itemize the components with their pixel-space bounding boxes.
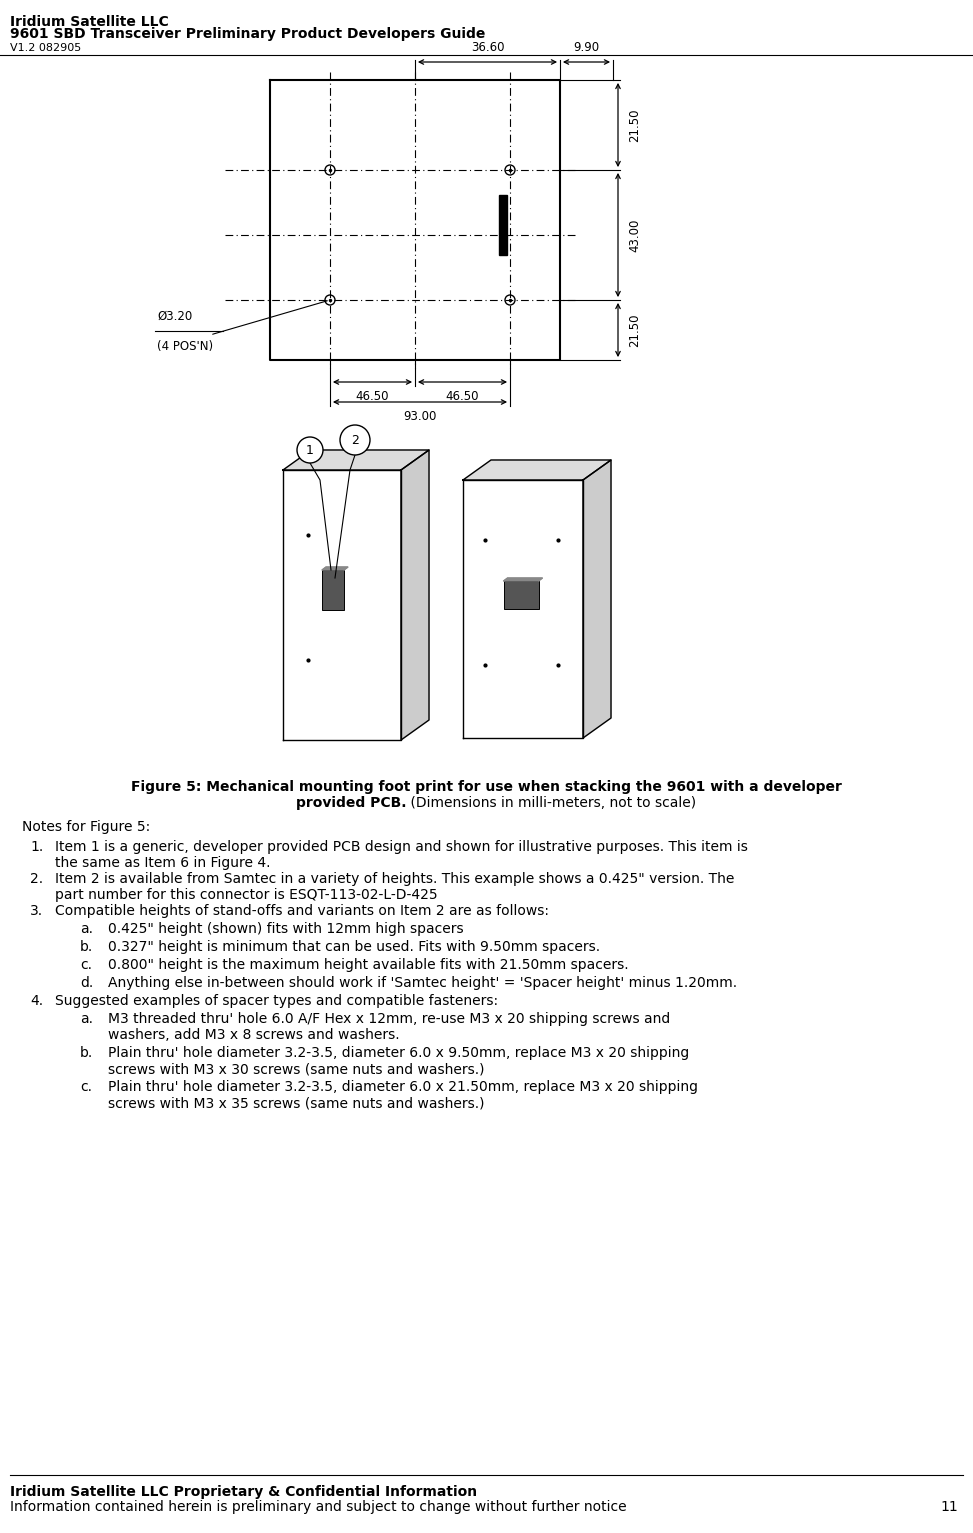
- Text: Compatible heights of stand-offs and variants on Item 2 are as follows:: Compatible heights of stand-offs and var…: [55, 904, 549, 918]
- Text: 2: 2: [351, 434, 359, 446]
- Text: (4 POS'N): (4 POS'N): [157, 340, 213, 353]
- Text: 9.90: 9.90: [573, 41, 599, 54]
- Text: 1: 1: [306, 443, 314, 457]
- Text: 93.00: 93.00: [404, 409, 437, 423]
- Text: 0.327" height is minimum that can be used. Fits with 9.50mm spacers.: 0.327" height is minimum that can be use…: [108, 940, 600, 954]
- Bar: [322, 570, 344, 610]
- Text: 0.800" height is the maximum height available fits with 21.50mm spacers.: 0.800" height is the maximum height avai…: [108, 958, 629, 972]
- Text: Item 2 is available from Samtec in a variety of heights. This example shows a 0.: Item 2 is available from Samtec in a var…: [55, 872, 735, 903]
- Text: 43.00: 43.00: [628, 218, 641, 251]
- Circle shape: [340, 425, 370, 455]
- Polygon shape: [322, 567, 348, 570]
- Text: Anything else in-between should work if 'Samtec height' = 'Spacer height' minus : Anything else in-between should work if …: [108, 977, 738, 990]
- Text: d.: d.: [80, 977, 93, 990]
- Text: b.: b.: [80, 940, 93, 954]
- Text: 11: 11: [940, 1499, 958, 1515]
- Text: Suggested examples of spacer types and compatible fasteners:: Suggested examples of spacer types and c…: [55, 993, 498, 1009]
- Polygon shape: [463, 460, 611, 480]
- Polygon shape: [503, 578, 543, 581]
- Polygon shape: [283, 471, 401, 740]
- Text: 2.: 2.: [30, 872, 43, 886]
- Polygon shape: [283, 451, 429, 471]
- Bar: [499, 195, 507, 254]
- Text: a.: a.: [80, 921, 93, 937]
- Text: Plain thru' hole diameter 3.2-3.5, diameter 6.0 x 21.50mm, replace M3 x 20 shipp: Plain thru' hole diameter 3.2-3.5, diame…: [108, 1081, 698, 1110]
- Circle shape: [297, 437, 323, 463]
- Text: Iridium Satellite LLC: Iridium Satellite LLC: [10, 15, 168, 29]
- Polygon shape: [463, 480, 583, 737]
- Text: Notes for Figure 5:: Notes for Figure 5:: [22, 820, 150, 834]
- Text: 36.60: 36.60: [471, 41, 504, 54]
- Text: V1.2 082905: V1.2 082905: [10, 43, 82, 54]
- Text: 46.50: 46.50: [446, 389, 480, 403]
- Text: 21.50: 21.50: [628, 313, 641, 346]
- Bar: [503, 581, 538, 609]
- Text: Iridium Satellite LLC Proprietary & Confidential Information: Iridium Satellite LLC Proprietary & Conf…: [10, 1485, 477, 1499]
- Text: a.: a.: [80, 1012, 93, 1026]
- Text: 1.: 1.: [30, 840, 43, 854]
- Text: 0.425" height (shown) fits with 12mm high spacers: 0.425" height (shown) fits with 12mm hig…: [108, 921, 463, 937]
- Polygon shape: [401, 451, 429, 740]
- Text: c.: c.: [80, 958, 92, 972]
- Text: c.: c.: [80, 1081, 92, 1095]
- Text: Ø3.20: Ø3.20: [157, 310, 193, 323]
- Text: Item 1 is a generic, developer provided PCB design and shown for illustrative pu: Item 1 is a generic, developer provided …: [55, 840, 748, 871]
- Text: 9601 SBD Transceiver Preliminary Product Developers Guide: 9601 SBD Transceiver Preliminary Product…: [10, 28, 486, 41]
- Text: Plain thru' hole diameter 3.2-3.5, diameter 6.0 x 9.50mm, replace M3 x 20 shippi: Plain thru' hole diameter 3.2-3.5, diame…: [108, 1046, 689, 1076]
- Text: provided PCB.: provided PCB.: [296, 796, 406, 809]
- Text: M3 threaded thru' hole 6.0 A/F Hex x 12mm, re-use M3 x 20 shipping screws and
wa: M3 threaded thru' hole 6.0 A/F Hex x 12m…: [108, 1012, 670, 1042]
- Text: Figure 5: Mechanical mounting foot print for use when stacking the 9601 with a d: Figure 5: Mechanical mounting foot print…: [130, 780, 842, 794]
- Polygon shape: [583, 460, 611, 737]
- Text: b.: b.: [80, 1046, 93, 1059]
- Text: 3.: 3.: [30, 904, 43, 918]
- Text: 46.50: 46.50: [356, 389, 389, 403]
- Text: 4.: 4.: [30, 993, 43, 1009]
- Text: 21.50: 21.50: [628, 109, 641, 141]
- Text: (Dimensions in milli-meters, not to scale): (Dimensions in milli-meters, not to scal…: [406, 796, 696, 809]
- Text: Information contained herein is preliminary and subject to change without furthe: Information contained herein is prelimin…: [10, 1499, 627, 1515]
